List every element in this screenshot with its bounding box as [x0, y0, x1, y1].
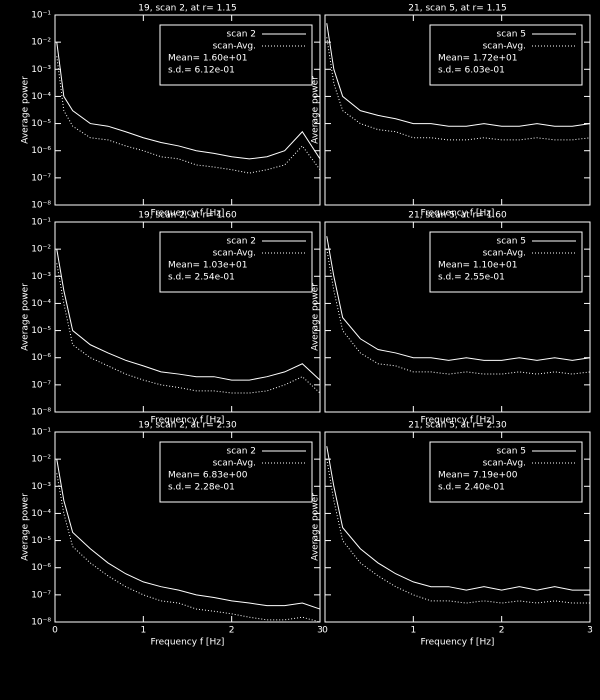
y-tick-label: 10⁻⁴ [31, 92, 51, 102]
plot-frame [324, 221, 591, 413]
series-line [326, 37, 591, 141]
y-axis-label: Average power [311, 493, 321, 561]
annotation: Mean= 6.83e+00 [168, 471, 248, 481]
y-tick-label: 10⁻² [31, 38, 51, 48]
series-line [326, 249, 591, 375]
y-tick-label: 10⁻⁶ [31, 563, 51, 573]
annotation: s.d.= 2.40e-01 [438, 483, 505, 493]
x-tick-label: 0 [52, 626, 58, 636]
legend-entry: scan-Avg. [213, 459, 256, 469]
plot-frame [54, 14, 321, 206]
y-tick-label: 10⁻⁷ [31, 380, 51, 390]
panel-title: 21, scan 5, at r= 1.60 [408, 211, 507, 221]
series-line [326, 23, 591, 127]
y-tick-label: 10⁻⁷ [31, 173, 51, 183]
panel-title: 21, scan 5, at r= 2.30 [408, 421, 507, 431]
y-tick-label: 10⁻¹ [31, 428, 51, 438]
series-line [326, 446, 590, 591]
x-axis-label: Frequency f [Hz] [151, 416, 225, 426]
plot-frame [324, 14, 591, 206]
x-tick-label: 2 [499, 626, 505, 636]
annotation: s.d.= 2.55e-01 [438, 273, 505, 283]
panel-title: 19, scan 2, at r= 1.15 [138, 4, 236, 14]
y-tick-label: 10⁻³ [31, 272, 51, 282]
x-tick-label: 0 [322, 626, 328, 636]
y-axis-label: Average power [311, 283, 321, 351]
legend-box [429, 231, 583, 293]
y-axis-label: Average power [21, 283, 31, 351]
x-axis-label: Frequency f [Hz] [151, 638, 225, 648]
x-tick-label: 3 [317, 626, 323, 636]
y-axis-label: Average power [21, 493, 31, 561]
annotation: Mean= 7.19e+00 [438, 471, 518, 481]
annotation: s.d.= 2.28e-01 [168, 483, 235, 493]
y-tick-label: 10⁻⁷ [31, 590, 51, 600]
legend-entry: scan 5 [497, 447, 526, 457]
y-tick-label: 10⁻² [31, 455, 51, 465]
legend-entry: scan-Avg. [483, 249, 526, 259]
annotation: s.d.= 2.54e-01 [168, 273, 235, 283]
y-tick-label: 10⁻² [31, 245, 51, 255]
annotation: s.d.= 6.12e-01 [168, 66, 235, 76]
x-axis-label: Frequency f [Hz] [421, 638, 495, 648]
y-tick-label: 10⁻⁶ [31, 353, 51, 363]
annotation: Mean= 1.10e+01 [438, 261, 518, 271]
y-axis-label: Average power [311, 76, 321, 144]
legend-entry: scan 2 [227, 447, 256, 457]
plot-frame [54, 431, 321, 623]
legend-entry: scan 5 [497, 237, 526, 247]
y-tick-label: 10⁻¹ [31, 218, 51, 228]
y-tick-label: 10⁻⁵ [31, 326, 51, 336]
panel-title: 21, scan 5, at r= 1.15 [408, 4, 506, 14]
x-tick-label: 1 [410, 626, 416, 636]
legend-entry: scan 2 [227, 237, 256, 247]
y-tick-label: 10⁻³ [31, 65, 51, 75]
y-tick-label: 10⁻⁶ [31, 146, 51, 156]
x-axis-label: Frequency f [Hz] [151, 209, 225, 219]
y-tick-label: 10⁻³ [31, 482, 51, 492]
legend-box [429, 24, 583, 86]
legend-box [159, 441, 313, 503]
legend-entry: scan 2 [227, 30, 256, 40]
legend-box [159, 24, 313, 86]
series-line [56, 459, 321, 610]
annotation: s.d.= 6.03e-01 [438, 66, 505, 76]
annotation: Mean= 1.60e+01 [168, 54, 248, 64]
y-tick-label: 10⁻⁵ [31, 119, 51, 129]
x-axis-label: Frequency f [Hz] [421, 416, 495, 426]
legend-box [429, 441, 583, 503]
legend-entry: scan-Avg. [213, 249, 256, 259]
x-tick-label: 2 [229, 626, 235, 636]
annotation: Mean= 1.03e+01 [168, 261, 248, 271]
series-line [56, 249, 321, 381]
legend-entry: scan-Avg. [483, 459, 526, 469]
panel-title: 19, scan 2, at r= 1.60 [138, 211, 237, 221]
annotation: Mean= 1.72e+01 [438, 54, 518, 64]
series-line [56, 42, 321, 160]
y-tick-label: 10⁻⁸ [31, 618, 51, 628]
series-line [326, 236, 591, 361]
legend-entry: scan-Avg. [483, 42, 526, 52]
legend-box [159, 231, 313, 293]
y-tick-label: 10⁻⁴ [31, 509, 51, 519]
y-tick-label: 10⁻⁸ [31, 201, 51, 211]
y-tick-label: 10⁻¹ [31, 11, 51, 21]
series-line [56, 263, 321, 394]
legend-entry: scan 5 [497, 30, 526, 40]
legend-entry: scan-Avg. [213, 42, 256, 52]
y-tick-label: 10⁻⁸ [31, 408, 51, 418]
y-axis-label: Average power [21, 76, 31, 144]
y-tick-label: 10⁻⁴ [31, 299, 51, 309]
x-axis-label: Frequency f [Hz] [421, 209, 495, 219]
plot-frame [324, 431, 591, 623]
y-tick-label: 10⁻⁵ [31, 536, 51, 546]
x-tick-label: 3 [587, 626, 593, 636]
x-tick-label: 1 [140, 626, 146, 636]
plot-frame [54, 221, 321, 413]
panel-title: 19, scan 2, at r= 2.30 [138, 421, 237, 431]
